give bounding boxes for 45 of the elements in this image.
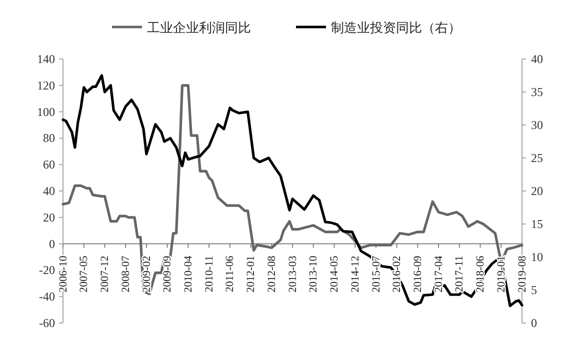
x-tick-label: 2019-01 [495,256,508,292]
y2-tick-label: 10 [531,250,543,264]
x-tick-label: 2014-05 [328,255,341,292]
y-tick-label: -60 [39,316,55,330]
x-tick-label: 2013-03 [286,255,299,292]
y-tick-label: 40 [43,184,55,198]
x-tick-label: 2006-10 [57,255,70,292]
x-tick-label: 2018-06 [474,255,487,292]
y2-tick-label: 40 [531,52,543,66]
x-tick-label: 2015-07 [370,255,382,292]
y2-tick-label: 5 [531,283,537,297]
x-tick-label: 2009-02 [140,256,153,292]
x-tick-label: 2007-12 [99,256,112,292]
y2-tick-label: 20 [531,184,543,198]
x-tick-label: 2019-08 [516,255,528,292]
x-tick-label: 2016-02 [391,256,404,292]
y2-tick-label: 15 [531,217,543,231]
x-tick-label: 2014-12 [349,256,362,292]
x-tick-label: 2013-10 [308,255,320,292]
y2-tick-label: 30 [531,118,543,132]
y-tick-label: 20 [43,210,55,224]
x-tick-label: 2017-04 [432,255,445,292]
x-tick-label: 2011-06 [224,255,236,292]
legend-label: 制造业投资同比（右） [331,20,461,35]
x-tick-label: 2007-05 [78,255,90,292]
x-tick-label: 2009-09 [162,255,174,292]
x-tick-label: 2012-01 [245,256,258,292]
x-tick-label: 2012-08 [266,255,278,292]
x-tick-label: 2008-07 [120,255,132,292]
y-tick-label: 100 [37,104,55,119]
y2-tick-label: 0 [531,316,537,330]
y-tick-label: -40 [39,290,55,304]
x-tick-label: 2016-09 [412,255,424,292]
legend-label: 工业企业利润同比 [147,20,251,35]
y-tick-label: -20 [39,263,55,278]
x-tick-label: 2017-11 [454,256,466,292]
y-tick-label: 120 [37,78,55,92]
x-tick-label: 2010-11 [203,256,216,292]
y-tick-label: 0 [49,236,55,251]
y-tick-label: 60 [43,158,55,172]
x-tick-label: 2010-04 [182,255,194,292]
y-tick-label: 80 [43,131,55,146]
y2-tick-label: 25 [531,151,543,165]
y-tick-label: 140 [37,52,55,66]
y2-tick-label: 35 [531,85,543,99]
